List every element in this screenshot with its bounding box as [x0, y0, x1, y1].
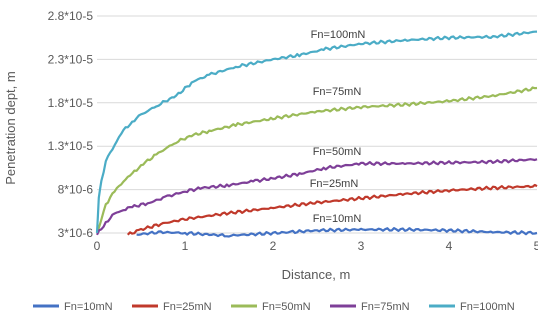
legend-label: Fn=10mN [64, 301, 113, 313]
series-label: Fn=25mN [310, 178, 359, 190]
x-tick-label: 5 [534, 239, 538, 253]
series-line-fn-50mn [95, 86, 538, 234]
y-tick-label: 3*10-6 [58, 226, 94, 240]
legend-label: Fn=75mN [361, 301, 410, 313]
series-line-fn-100mn [95, 30, 538, 233]
y-tick-label: 2.8*10-5 [48, 9, 94, 23]
y-tick-label: 1.8*10-5 [48, 96, 94, 110]
y-axis-title: Penetration dept, m [3, 71, 18, 184]
y-tick-label: 1.3*10-5 [48, 139, 94, 153]
series-line-fn-25mn [126, 183, 538, 236]
series-line-fn-75mn [96, 158, 538, 236]
y-tick-label: 2.3*10-5 [48, 52, 94, 66]
legend-label: Fn=100mN [460, 301, 515, 313]
axes: 3*10-6 8*10-6 1.3*10-5 1.8*10-5 2.3*10-5 2.8*… [48, 9, 538, 253]
x-axis-title: Distance, m [282, 267, 351, 282]
legend-label: Fn=50mN [262, 301, 311, 313]
legend: Fn=10mN Fn=25mN Fn=50mN Fn=75mN Fn=100mN [33, 301, 515, 313]
series-label: Fn=50mN [313, 146, 362, 158]
series-line-fn-10mn [136, 227, 538, 238]
x-tick-label: 1 [182, 239, 189, 253]
series-lines [95, 30, 538, 238]
y-tick-label: 8*10-6 [58, 183, 94, 197]
x-tick-label: 2 [270, 239, 277, 253]
x-tick-label: 3 [358, 239, 365, 253]
series-labels: Fn=10mN Fn=25mN Fn=75mN Fn=50mN Fn=100mN [310, 29, 366, 225]
x-tick-label: 0 [94, 239, 101, 253]
x-tick-label: 4 [446, 239, 453, 253]
legend-label: Fn=25mN [163, 301, 212, 313]
series-label: Fn=75mN [313, 86, 362, 98]
series-label: Fn=100mN [311, 29, 366, 41]
series-label: Fn=10mN [313, 213, 362, 225]
